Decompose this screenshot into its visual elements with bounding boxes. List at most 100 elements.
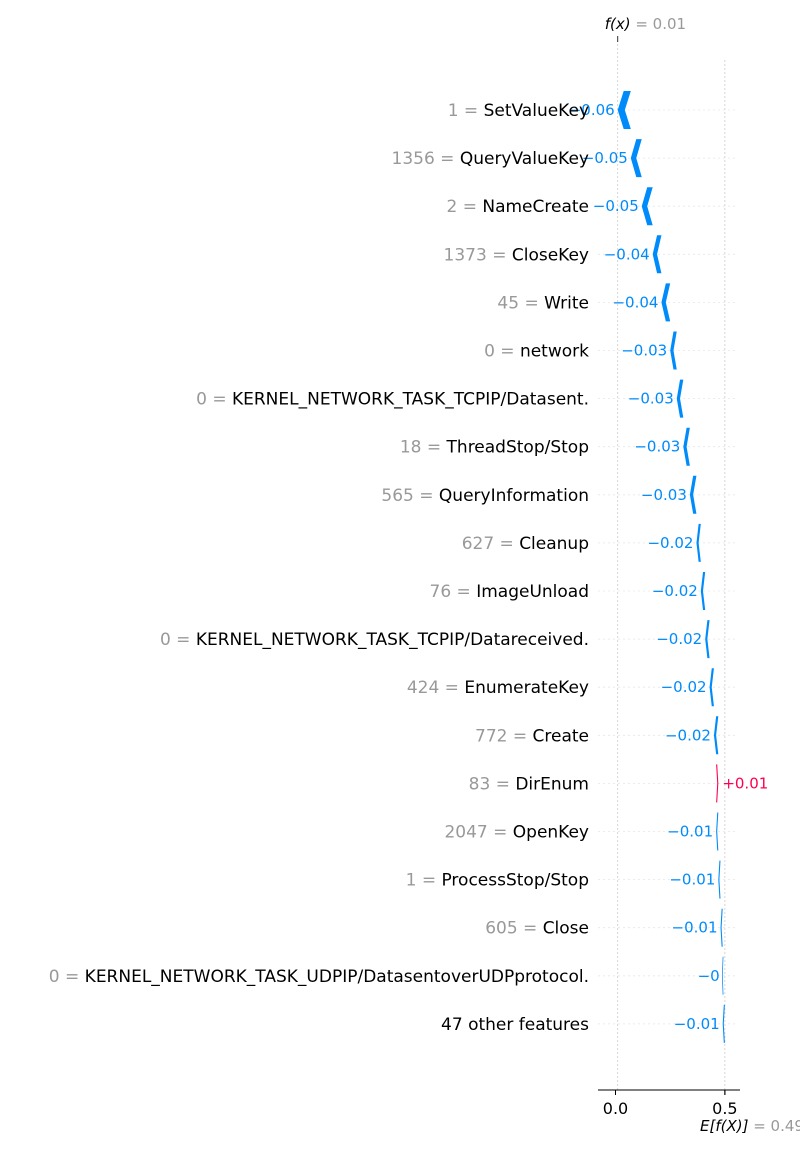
feature-label: 627 = Cleanup: [462, 534, 589, 554]
feature-label: 83 = DirEnum: [469, 774, 589, 794]
feature-value: 772 =: [475, 726, 533, 746]
waterfall-bar: [630, 139, 642, 178]
contribution-label: −0.03: [641, 486, 687, 504]
waterfall-bar: [722, 1004, 725, 1043]
feature-label: 0 = KERNEL_NETWORK_TASK_TCPIP/Datareceiv…: [160, 630, 589, 650]
feature-name: KERNEL_NETWORK_TASK_TCPIP/Datasent.: [232, 390, 589, 410]
feature-label: 0 = KERNEL_NETWORK_TASK_UDPIP/Datasentov…: [49, 967, 589, 987]
feature-name: ImageUnload: [476, 582, 589, 602]
feature-name: 47 other features: [441, 1015, 589, 1035]
feature-name: Write: [544, 293, 589, 313]
feature-label: 0 = KERNEL_NETWORK_TASK_TCPIP/Datasent.: [196, 390, 589, 410]
feature-value: 0 =: [160, 630, 196, 650]
feature-name: KERNEL_NETWORK_TASK_UDPIP/DatasentoverUD…: [85, 967, 589, 987]
base-value: = 0.49: [748, 1117, 800, 1135]
waterfall-bar: [713, 716, 719, 755]
waterfall-bar: [641, 187, 653, 226]
feature-value: 1 =: [406, 871, 442, 891]
feature-name: CloseKey: [512, 245, 589, 265]
contribution-label: −0.06: [569, 101, 615, 119]
feature-label: 76 = ImageUnload: [430, 582, 589, 602]
waterfall-bar: [652, 235, 662, 274]
feature-label: 565 = QueryInformation: [381, 486, 589, 506]
feature-name: OpenKey: [513, 823, 589, 843]
waterfall-bar: [676, 379, 684, 418]
feature-value: 424 =: [407, 678, 465, 698]
contribution-label: −0.04: [612, 293, 658, 311]
feature-label: 1 = SetValueKey: [448, 101, 589, 121]
contribution-label: +0.01: [722, 774, 768, 792]
contribution-label: −0.01: [672, 919, 718, 937]
fx-value: = 0.01: [631, 15, 687, 33]
feature-value: 0 =: [196, 390, 232, 410]
feature-label: 2047 = OpenKey: [444, 823, 589, 843]
feature-value: 0 =: [484, 342, 520, 362]
base-name: E[f(X)]: [700, 1117, 749, 1135]
feature-value: 76 =: [430, 582, 477, 602]
waterfall-bar: [696, 523, 701, 562]
contribution-label: −0.05: [593, 197, 639, 215]
waterfall-bar: [716, 764, 719, 803]
feature-value: 2 =: [446, 197, 482, 217]
contribution-label: −0.02: [647, 534, 693, 552]
feature-label: 45 = Write: [497, 293, 589, 313]
feature-name: EnumerateKey: [464, 678, 589, 698]
feature-name: QueryValueKey: [460, 149, 589, 169]
waterfall-bar: [721, 956, 724, 995]
feature-name: network: [520, 342, 589, 362]
fx-label: f(x) = 0.01: [605, 15, 686, 33]
contribution-label: −0.03: [621, 342, 667, 360]
feature-value: 565 =: [381, 486, 439, 506]
contribution-label: −0.01: [667, 823, 713, 841]
waterfall-bar: [661, 283, 671, 322]
fx-name: f(x): [605, 15, 631, 33]
feature-name: QueryInformation: [439, 486, 589, 506]
feature-value: 605 =: [485, 919, 543, 939]
feature-label: 18 = ThreadStop/Stop: [400, 438, 589, 458]
contribution-label: −0.01: [669, 871, 715, 889]
contribution-label: −0.02: [665, 726, 711, 744]
waterfall-bar: [718, 860, 721, 899]
feature-value: 45 =: [497, 293, 544, 313]
feature-name: Cleanup: [519, 534, 589, 554]
feature-label: 2 = NameCreate: [446, 197, 589, 217]
contribution-label: −0.03: [628, 390, 674, 408]
feature-value: 1373 =: [444, 245, 512, 265]
feature-value: 1 =: [448, 101, 484, 121]
feature-name: KERNEL_NETWORK_TASK_TCPIP/Datareceived.: [196, 630, 589, 650]
feature-value: 18 =: [400, 438, 447, 458]
feature-label: 605 = Close: [485, 919, 589, 939]
contribution-label: −0.05: [582, 149, 628, 167]
feature-label: 47 other features: [441, 1015, 589, 1035]
waterfall-bar: [683, 427, 690, 466]
contribution-label: −0.02: [661, 678, 707, 696]
feature-value: 0 =: [49, 967, 85, 987]
feature-value: 83 =: [469, 774, 516, 794]
contribution-label: −0.04: [604, 245, 650, 263]
waterfall-bar: [720, 908, 723, 947]
waterfall-bar: [670, 331, 677, 370]
x-tick-label: 0.5: [712, 1099, 737, 1118]
feature-name: Create: [533, 726, 590, 746]
contribution-label: −0: [698, 967, 720, 985]
contribution-label: −0.02: [656, 630, 702, 648]
feature-label: 1 = ProcessStop/Stop: [406, 871, 589, 891]
feature-name: DirEnum: [515, 774, 589, 794]
contribution-label: −0.02: [652, 582, 698, 600]
base-label: E[f(X)] = 0.49: [700, 1117, 800, 1135]
feature-value: 627 =: [462, 534, 520, 554]
feature-value: 1356 =: [392, 149, 460, 169]
waterfall-bar: [705, 620, 710, 659]
waterfall-bar: [700, 572, 706, 610]
feature-name: ThreadStop/Stop: [446, 438, 589, 458]
contribution-label: −0.01: [674, 1015, 720, 1033]
waterfall-bar: [617, 91, 631, 129]
feature-label: 0 = network: [484, 342, 589, 362]
feature-label: 1356 = QueryValueKey: [392, 149, 590, 169]
feature-label: 424 = EnumerateKey: [407, 678, 589, 698]
feature-value: 2047 =: [444, 823, 512, 843]
feature-name: ProcessStop/Stop: [441, 871, 589, 891]
waterfall-bar: [689, 475, 697, 514]
feature-label: 772 = Create: [475, 726, 589, 746]
